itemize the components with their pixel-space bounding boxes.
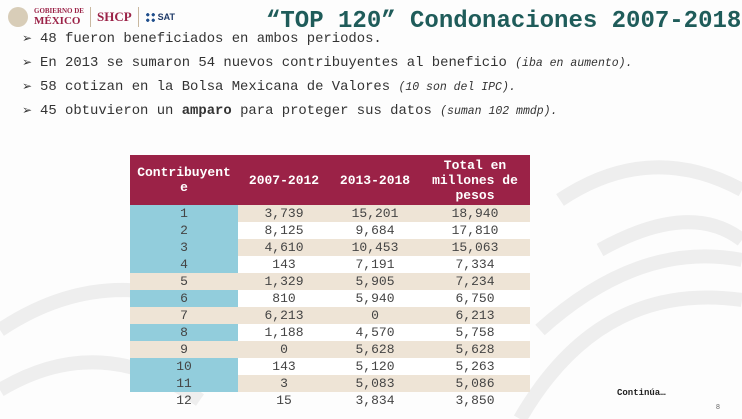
logo-divider: [137, 7, 139, 27]
arrow-bullet-icon: ➢: [22, 55, 33, 69]
gobierno-mexico-logo: GOBIERNO DE MÉXICO: [34, 7, 84, 27]
page-number: 8: [716, 404, 720, 411]
page-title: “TOP 120” Condonaciones 2007-2018: [266, 8, 742, 35]
period-2007-2012-cell: 3: [238, 375, 330, 392]
table-row: 7 6,213 0 6,213: [130, 307, 530, 324]
period-2013-2018-cell: 5,905: [330, 273, 420, 290]
logo-divider: [89, 7, 91, 27]
contribuyente-cell: 3: [130, 239, 238, 256]
period-2013-2018-cell: 10,453: [330, 239, 420, 256]
table-row: 5 1,329 5,905 7,234: [130, 273, 530, 290]
table-row: 12 15 3,834 3,850: [130, 392, 530, 409]
sat-mark-icon: [144, 11, 156, 23]
table-row: 4 143 7,191 7,334: [130, 256, 530, 273]
period-2007-2012-cell: 3,739: [238, 205, 330, 222]
table-row: 6 810 5,940 6,750: [130, 290, 530, 307]
period-2007-2012-cell: 810: [238, 290, 330, 307]
period-2013-2018-cell: 9,684: [330, 222, 420, 239]
contribuyente-cell: 9: [130, 341, 238, 358]
total-cell: 17,810: [420, 222, 530, 239]
period-2007-2012-cell: 143: [238, 256, 330, 273]
period-2013-2018-cell: 5,083: [330, 375, 420, 392]
mexico-seal-icon: [8, 7, 28, 27]
col-header-total: Total en millones de pesos: [420, 155, 530, 205]
bullet-item: ➢ 58 cotizan en la Bolsa Mexicana de Valo…: [22, 74, 632, 98]
total-cell: 3,850: [455, 393, 495, 408]
period-2007-2012-cell: 0: [238, 341, 330, 358]
period-2007-2012-cell: 4,610: [238, 239, 330, 256]
period-2007-2012-cell: 1,329: [238, 273, 330, 290]
arrow-bullet-icon: ➢: [22, 79, 33, 93]
table-row: 8 1,188 4,570 5,758: [130, 324, 530, 341]
table-row: 3 4,610 10,453 15,063: [130, 239, 530, 256]
period-2013-2018-cell: 0: [330, 307, 420, 324]
period-2007-2012-cell: 8,125: [238, 222, 330, 239]
period-2013-2018-cell: 7,191: [330, 256, 420, 273]
contribuyente-cell: 6: [130, 290, 238, 307]
contribuyente-cell: 8: [130, 324, 238, 341]
total-cell: 15,063: [420, 239, 530, 256]
period-2007-2012-cell: 15: [276, 393, 292, 408]
bullet-item: ➢ En 2013 se sumaron 54 nuevos contribuye…: [22, 50, 632, 74]
total-cell: 6,213: [420, 307, 530, 324]
table-row: 11 3 5,083 5,086: [130, 375, 530, 392]
total-cell: 5,086: [420, 375, 530, 392]
header-logos: GOBIERNO DE MÉXICO SHCP SAT: [8, 4, 175, 30]
col-header-contribuyente: Contribuyent e: [130, 155, 238, 205]
contribuyente-cell: 2: [130, 222, 238, 239]
total-cell: 5,758: [420, 324, 530, 341]
sat-logo: SAT: [144, 11, 175, 23]
period-2013-2018-cell: 4,570: [330, 324, 420, 341]
period-2013-2018-cell: 5,120: [330, 358, 420, 375]
period-2013-2018-cell: 3,834: [355, 393, 395, 408]
bullet-list: ➢ 48 fueron beneficiados en ambos periodo…: [22, 26, 632, 122]
period-2013-2018-cell: 5,628: [330, 341, 420, 358]
table-row: 2 8,125 9,684 17,810: [130, 222, 530, 239]
contribuyente-cell: 5: [130, 273, 238, 290]
continua-label: Continúa…: [617, 388, 666, 398]
table-row: 1 3,739 15,201 18,940: [130, 205, 530, 222]
period-2007-2012-cell: 1,188: [238, 324, 330, 341]
contribuyente-cell: 4: [130, 256, 238, 273]
contribuyente-cell: 1: [130, 205, 238, 222]
total-cell: 7,234: [420, 273, 530, 290]
bullet-item: ➢ 48 fueron beneficiados en ambos periodo…: [22, 26, 632, 50]
col-header-2007-2012: 2007-2012: [238, 155, 330, 205]
total-cell: 18,940: [420, 205, 530, 222]
contribuyente-cell: 12: [176, 393, 192, 408]
period-2013-2018-cell: 5,940: [330, 290, 420, 307]
shcp-logo: SHCP: [96, 9, 132, 24]
table-row: 9 0 5,628 5,628: [130, 341, 530, 358]
total-cell: 6,750: [420, 290, 530, 307]
contribuyente-cell: 7: [130, 307, 238, 324]
total-cell: 5,263: [420, 358, 530, 375]
table-row: 10 143 5,120 5,263: [130, 358, 530, 375]
arrow-bullet-icon: ➢: [22, 31, 33, 45]
contribuyente-cell: 10: [130, 358, 238, 375]
total-cell: 5,628: [420, 341, 530, 358]
period-2007-2012-cell: 6,213: [238, 307, 330, 324]
condonaciones-table: Contribuyent e 2007-2012 2013-2018 Total…: [130, 155, 530, 409]
period-2007-2012-cell: 143: [238, 358, 330, 375]
period-2013-2018-cell: 15,201: [330, 205, 420, 222]
table-header-row: Contribuyent e 2007-2012 2013-2018 Total…: [130, 155, 530, 205]
col-header-2013-2018: 2013-2018: [330, 155, 420, 205]
contribuyente-cell: 11: [130, 375, 238, 392]
bullet-item: ➢ 45 obtuvieron un amparo para proteger s…: [22, 98, 632, 122]
arrow-bullet-icon: ➢: [22, 103, 33, 117]
total-cell: 7,334: [420, 256, 530, 273]
